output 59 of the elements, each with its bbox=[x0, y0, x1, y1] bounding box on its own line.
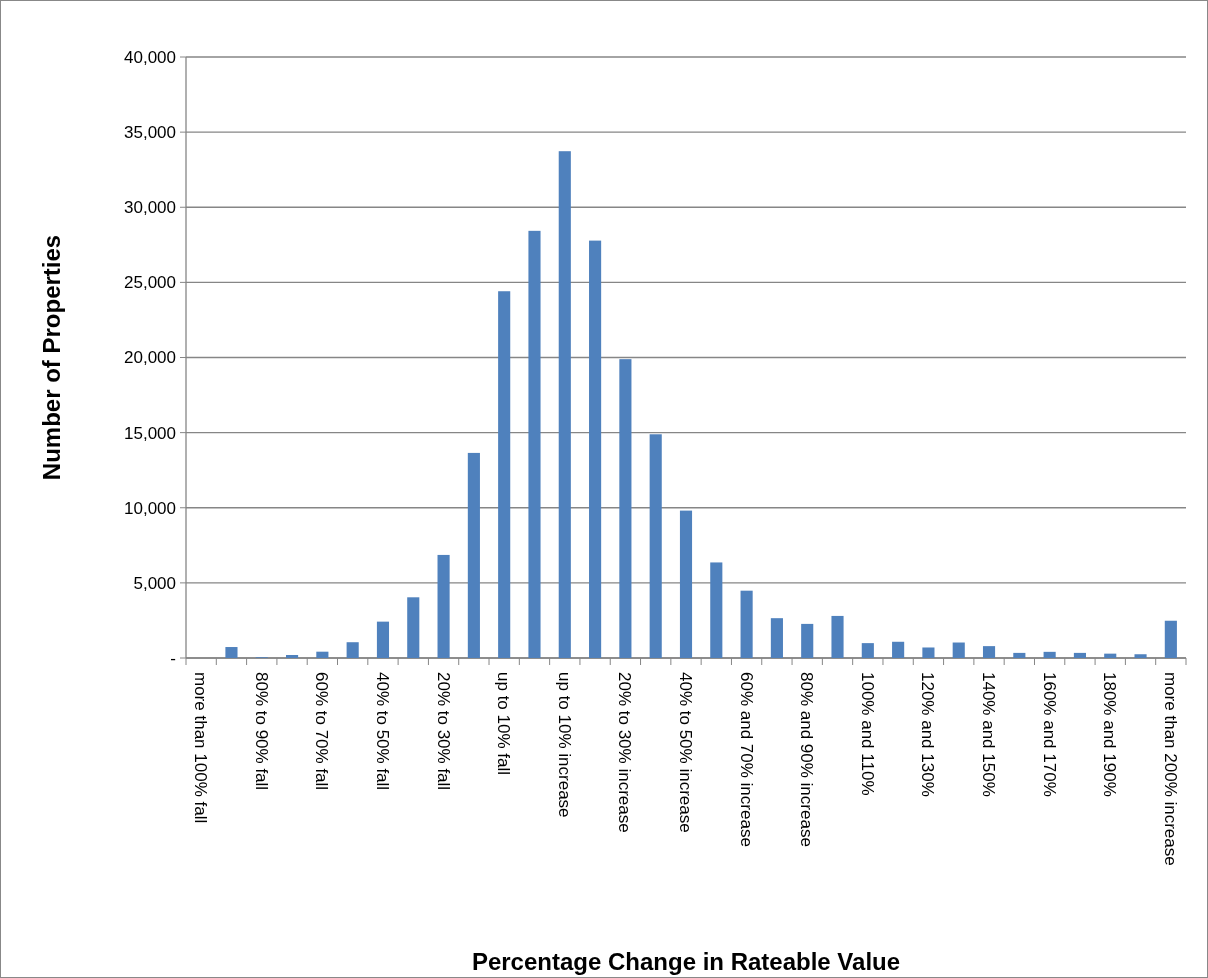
bar bbox=[982, 646, 996, 658]
x-axis-title: Percentage Change in Rateable Value bbox=[471, 948, 901, 975]
bar bbox=[498, 291, 511, 658]
bar bbox=[376, 621, 390, 658]
bar bbox=[467, 452, 480, 658]
bar bbox=[407, 597, 420, 658]
bar bbox=[1043, 651, 1056, 658]
bar bbox=[770, 618, 783, 658]
y-tick-label: 15,000 bbox=[124, 423, 176, 443]
bar bbox=[346, 642, 359, 658]
bar bbox=[1134, 654, 1147, 658]
y-axis-title: Number of Properties bbox=[38, 234, 65, 481]
x-tick-label: 20% to 30% fall bbox=[433, 672, 453, 791]
bar bbox=[892, 641, 905, 658]
bar bbox=[801, 623, 814, 658]
bar bbox=[1013, 652, 1026, 658]
bar bbox=[952, 642, 965, 658]
y-tick-label: 40,000 bbox=[124, 47, 176, 67]
bar bbox=[831, 615, 844, 658]
x-tick-label: more than 100% fall bbox=[191, 672, 211, 824]
bar bbox=[710, 562, 723, 658]
x-tick-label: 20% to 30% increase bbox=[615, 672, 635, 833]
x-tick-label: 40% to 50% fall bbox=[373, 672, 393, 791]
x-tick-label: 120% and 130% bbox=[918, 672, 938, 797]
x-tick-label: up to 10% increase bbox=[554, 672, 574, 818]
x-tick-label: 40% to 50% increase bbox=[676, 672, 696, 833]
x-tick-label: 140% and 150% bbox=[979, 672, 999, 797]
bar bbox=[286, 655, 299, 658]
bar bbox=[740, 590, 753, 658]
bar bbox=[528, 230, 541, 658]
x-tick-label: 160% and 170% bbox=[1039, 672, 1059, 797]
bar bbox=[316, 651, 329, 658]
y-tick-label: 30,000 bbox=[124, 198, 176, 218]
bar bbox=[225, 647, 238, 658]
y-tick-label: 20,000 bbox=[124, 348, 176, 368]
x-tick-label: 80% and 90% increase bbox=[797, 672, 817, 847]
bar bbox=[1073, 652, 1086, 658]
y-tick-label: 10,000 bbox=[124, 498, 176, 518]
y-tick-label: 5,000 bbox=[133, 573, 176, 593]
bar bbox=[649, 434, 662, 658]
bar bbox=[679, 510, 693, 658]
x-tick-label: 180% and 190% bbox=[1100, 672, 1120, 797]
y-tick-label: 25,000 bbox=[124, 273, 176, 293]
bar bbox=[589, 240, 602, 658]
x-tick-label: 60% and 70% increase bbox=[736, 672, 756, 847]
y-tick-label: 35,000 bbox=[124, 123, 176, 143]
x-tick-label: 60% to 70% fall bbox=[312, 672, 332, 791]
x-tick-label: more than 200% increase bbox=[1160, 672, 1180, 866]
bar bbox=[922, 647, 935, 658]
bar bbox=[558, 151, 571, 658]
x-tick-label: 100% and 110% bbox=[857, 672, 877, 796]
bar bbox=[619, 359, 632, 658]
x-tick-label: 80% to 90% fall bbox=[251, 672, 271, 791]
bar bbox=[861, 643, 874, 658]
x-tick-label: up to 10% fall bbox=[494, 672, 514, 776]
bar bbox=[1104, 653, 1117, 658]
bar bbox=[1164, 620, 1177, 658]
y-tick-label: - bbox=[170, 648, 176, 668]
bar bbox=[437, 554, 450, 658]
